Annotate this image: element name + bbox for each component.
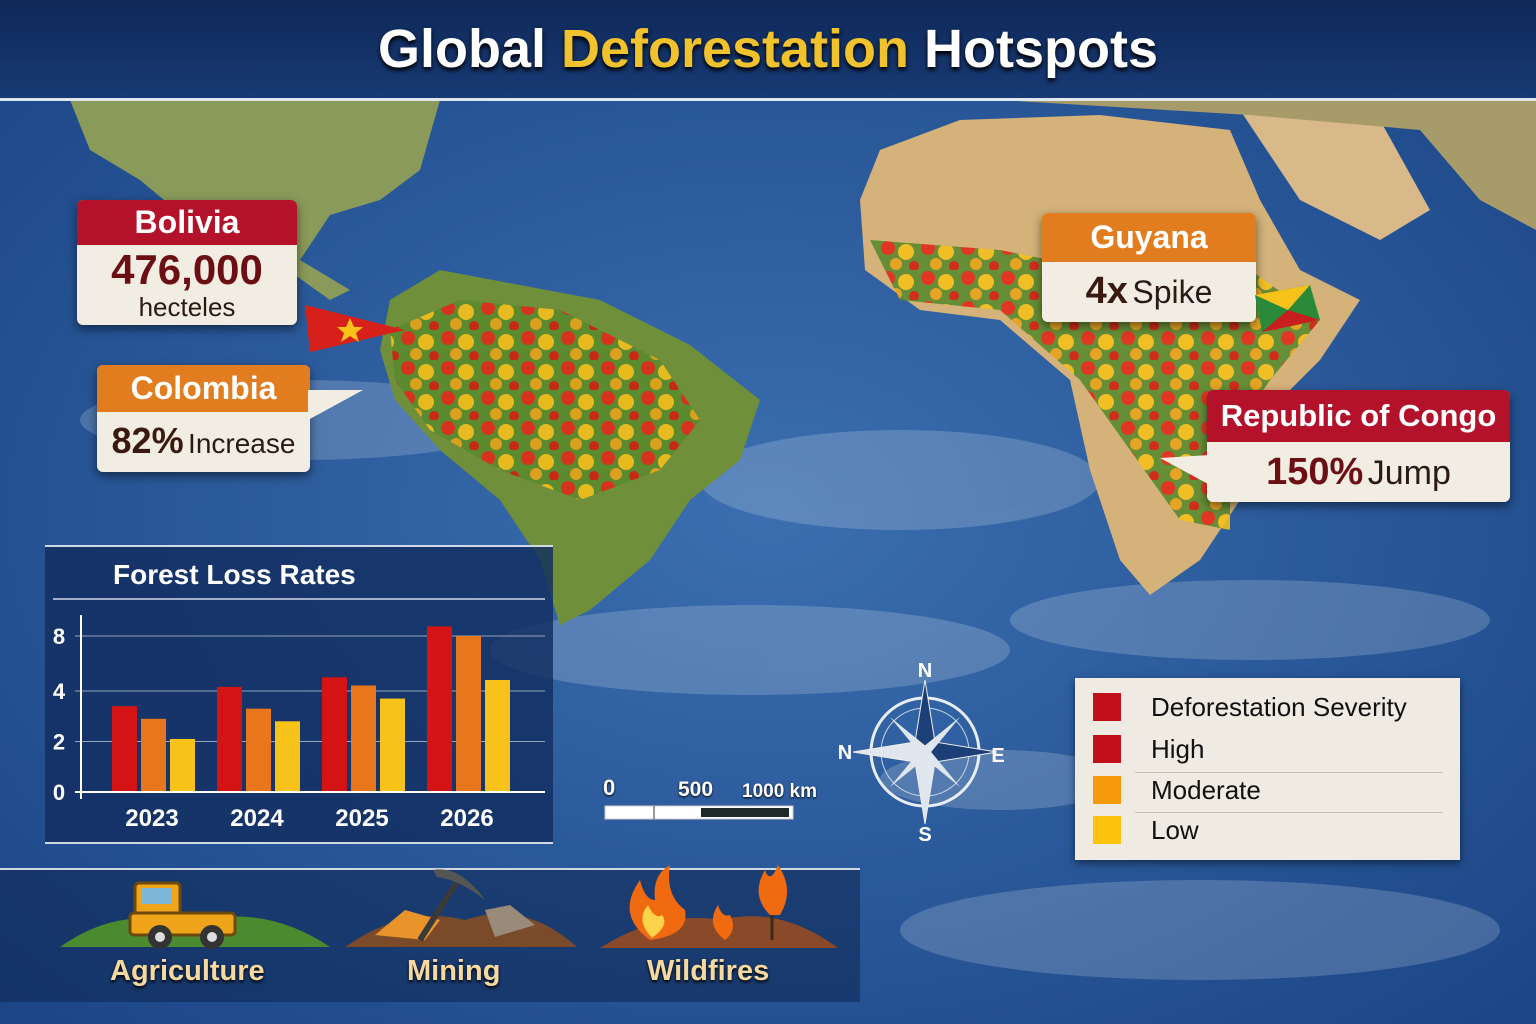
bar-high-2026 (427, 626, 452, 792)
driver-mining: Mining (407, 955, 501, 987)
eurasia (1000, 100, 1536, 230)
driver-agriculture: Agriculture (110, 955, 265, 987)
amazon-hotspots (390, 300, 700, 500)
fire-icon (600, 865, 838, 948)
flag-icon (1255, 285, 1320, 332)
callout-guyana: Guyana 4x Spike (1042, 213, 1256, 322)
legend-swatch (1093, 776, 1121, 804)
title-bar: Global Deforestation Hotspots (0, 0, 1536, 101)
y-tick-label: 2 (53, 730, 65, 755)
pickaxe-icon (345, 869, 577, 947)
callout-bolivia: Bolivia 476,000 hecteles (77, 200, 297, 325)
legend: Deforestation Severity High Moderate Low (1075, 678, 1460, 860)
legend-swatch (1093, 816, 1121, 844)
x-tick-label: 2023 (125, 805, 178, 832)
bar-moderate-2026 (456, 636, 481, 792)
legend-item-low: Low (1093, 815, 1199, 845)
bar-moderate-2025 (351, 685, 376, 792)
legend-label: High (1151, 734, 1205, 764)
legend-label: Low (1151, 815, 1199, 845)
callout-republic-of-congo: Republic of Congo 150% Jump (1207, 390, 1510, 502)
clouds (80, 380, 1500, 980)
y-tick-label: 8 (53, 624, 65, 649)
forest-loss-chart: Forest Loss Rates 0 2 4 8 2023 2024 2025 2026 (45, 545, 553, 844)
callout-pointer (1160, 455, 1210, 485)
y-tick-label: 0 (53, 780, 65, 805)
bar-moderate-2023 (141, 718, 166, 792)
bar-moderate-2024 (246, 708, 271, 792)
x-tick-label: 2025 (335, 805, 388, 832)
callout-unit: Jump (1367, 454, 1451, 492)
compass-e: E (991, 745, 1004, 767)
bar-low-2026 (485, 680, 510, 792)
bar-high-2023 (112, 706, 137, 792)
x-tick-label: 2026 (440, 805, 493, 832)
legend-title-row: Deforestation Severity (1093, 692, 1407, 722)
callout-country: Guyana (1042, 213, 1256, 262)
bar-high-2025 (322, 677, 347, 792)
page-title: Global Deforestation Hotspots (377, 19, 1159, 79)
callout-unit: Spike (1132, 274, 1213, 310)
bar-high-2024 (217, 686, 242, 792)
legend-label: Moderate (1151, 775, 1261, 805)
callout-value: 150% (1266, 451, 1364, 493)
y-tick-label: 4 (53, 679, 66, 704)
callout-value: 82% (111, 420, 184, 461)
scale-label-1000: 1000 km (742, 781, 818, 802)
callout-country: Republic of Congo (1207, 390, 1510, 442)
callout-country: Bolivia (77, 200, 297, 245)
bar-low-2024 (275, 721, 300, 792)
bar-low-2023 (170, 738, 195, 792)
callout-country: Colombia (97, 365, 310, 412)
legend-swatch (1093, 693, 1121, 721)
scale-label-0: 0 (603, 775, 616, 800)
chart-plot: 0 2 4 8 2023 2024 2025 2026 (53, 598, 545, 832)
compass-n: N (918, 660, 932, 682)
chart-title: Forest Loss Rates (113, 559, 356, 590)
arabia (1240, 110, 1430, 240)
driver-wildfires: Wildfires (647, 955, 770, 987)
compass-s: S (918, 824, 931, 846)
callout-unit: Increase (188, 428, 296, 459)
bar-low-2025 (380, 698, 405, 792)
x-tick-label: 2024 (230, 805, 284, 832)
tractor-icon (60, 881, 330, 949)
legend-item-moderate: Moderate (1093, 775, 1261, 805)
compass-w: N (838, 742, 852, 764)
legend-item-high: High (1093, 734, 1204, 764)
flag-icon (305, 305, 405, 352)
scale-bar (604, 805, 794, 820)
legend-title: Deforestation Severity (1151, 692, 1407, 722)
legend-swatch (1093, 735, 1121, 763)
callout-value: 4x (1085, 270, 1128, 312)
callout-colombia: Colombia 82% Increase (97, 365, 310, 472)
callout-value: 476,000 (111, 246, 263, 293)
callout-pointer (308, 390, 363, 420)
callout-unit: hecteles (138, 292, 236, 322)
compass-rose-icon: N N E S (838, 660, 1005, 846)
scale-label-500: 500 (678, 778, 714, 801)
